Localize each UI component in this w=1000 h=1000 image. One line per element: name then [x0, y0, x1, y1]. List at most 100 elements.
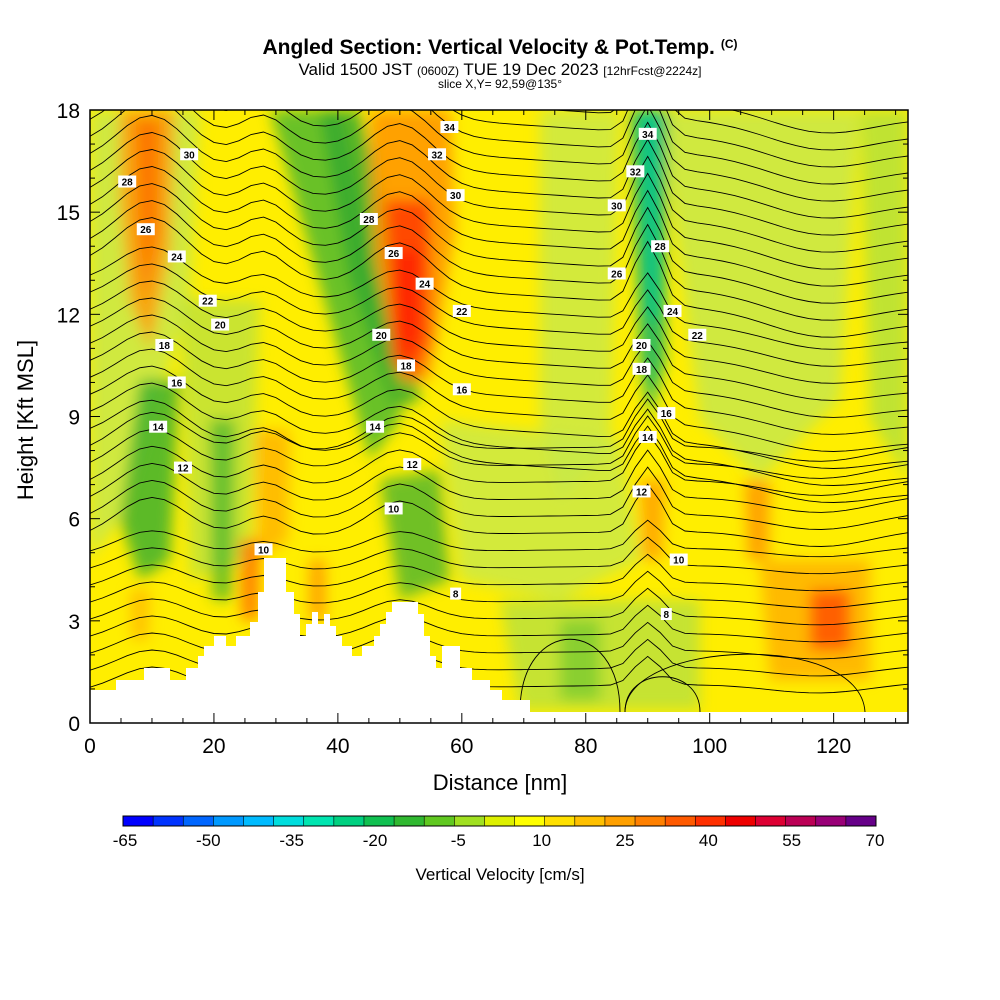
- contour-label-text: 24: [171, 252, 183, 263]
- contour-label-text: 22: [456, 307, 468, 318]
- colorbar-swatch: [484, 816, 516, 826]
- theta-contour: [90, 280, 908, 384]
- theta-contour: [90, 365, 908, 469]
- contour-label: 26: [136, 223, 155, 236]
- theta-contour: [90, 246, 908, 350]
- contour-label-bg: [632, 362, 651, 375]
- contour-label: 14: [638, 430, 657, 444]
- contour-label-text: 18: [400, 361, 412, 372]
- colorbar-swatch: [665, 816, 696, 826]
- colorbar-tick-label: -50: [196, 831, 221, 850]
- theta-contour: [90, 166, 908, 287]
- contour-label: 8: [660, 608, 672, 621]
- theta-contour: [90, 536, 908, 575]
- theta-contour: [90, 432, 908, 496]
- contour-label-text: 18: [159, 341, 171, 352]
- theta-contour: [90, 314, 908, 418]
- valid-prefix: Valid 1500 JST: [298, 60, 413, 79]
- contour-label-text: 30: [184, 150, 196, 161]
- theta-contour: [90, 263, 908, 367]
- contour-label: 26: [607, 267, 626, 280]
- contour-label: 22: [688, 328, 707, 342]
- contour-label-text: 22: [202, 297, 214, 308]
- contour-label: 30: [180, 148, 199, 161]
- colorbar-swatch: [424, 816, 455, 826]
- contour-label-text: 20: [636, 341, 648, 352]
- theta-contour: [90, 348, 908, 452]
- contour-label-text: 34: [444, 123, 456, 134]
- contour-label-text: 16: [661, 409, 673, 420]
- valid-utc: (0600Z): [416, 64, 459, 78]
- theta-contour: [547, 110, 908, 151]
- contour-label-text: 16: [456, 385, 468, 396]
- contour-label-bg: [366, 420, 385, 433]
- colorbar-swatch: [845, 816, 877, 826]
- theta-contour: [90, 110, 908, 219]
- contour-label-bg: [397, 359, 416, 372]
- contour-label: 12: [403, 458, 422, 471]
- theta-contour: [90, 114, 908, 236]
- colorbar-swatch: [454, 816, 485, 826]
- contour-label-text: 12: [177, 464, 189, 475]
- theta-contour: [90, 149, 908, 270]
- contour-label-bg: [663, 304, 682, 317]
- theta-contour: [730, 110, 908, 134]
- colorbar-tick-label: 25: [616, 831, 635, 850]
- colorbar-tick-label: 70: [866, 831, 885, 850]
- colorbar-swatch: [755, 816, 787, 826]
- colorbar-tick-label: 40: [699, 831, 718, 850]
- y-tick-label: 0: [68, 713, 80, 736]
- colorbar-swatch: [213, 816, 244, 826]
- contour-label: 28: [359, 212, 378, 226]
- contour-label-bg: [452, 304, 471, 317]
- contour-label-bg: [167, 376, 186, 389]
- colorbar-swatch: [514, 816, 546, 826]
- contour-label: 34: [638, 127, 657, 141]
- colorbar-swatch: [725, 816, 757, 826]
- contour-label: 34: [440, 121, 459, 134]
- axes: 0 20 40 60 80 100 120 0 3 6 9 12 15 18: [57, 100, 908, 758]
- contour-label: 16: [657, 407, 676, 420]
- forecast-info: [12hrFcst@2224z]: [603, 64, 702, 78]
- contour-label-bg: [607, 199, 626, 212]
- chart-title: Angled Section: Vertical Velocity & Pot.…: [0, 36, 1000, 60]
- y-tick-label: 12: [57, 304, 80, 327]
- y-tick-label: 3: [68, 611, 80, 634]
- contour-label-bg: [452, 383, 471, 396]
- contour-label: 18: [397, 359, 416, 372]
- contour-label-text: 14: [642, 433, 654, 444]
- y-axis-label: Height [Kft MSL]: [13, 340, 38, 500]
- contour-label-text: 32: [431, 150, 443, 161]
- contour-label: 24: [415, 277, 434, 291]
- contour-label-bg: [415, 277, 434, 290]
- colorbar-swatch: [273, 816, 305, 826]
- contour-label-bg: [446, 189, 465, 202]
- contour-label-text: 24: [419, 280, 431, 291]
- title-mark: (C): [720, 37, 738, 51]
- contour-label: 8: [450, 587, 462, 601]
- contour-label-text: 10: [388, 504, 400, 515]
- colorbar-swatch: [635, 816, 666, 826]
- contour-label: 20: [372, 328, 391, 342]
- contour-label-bg: [638, 127, 657, 140]
- contour-label: 28: [651, 240, 670, 253]
- contour-label-text: 34: [642, 130, 654, 141]
- contour-label-bg: [155, 338, 174, 351]
- x-tick-label: 40: [326, 735, 349, 758]
- colorbar-swatch: [363, 816, 395, 826]
- contour-label-text: 10: [258, 545, 270, 556]
- chart-subtitle: Valid 1500 JST (0600Z) TUE 19 Dec 2023 […: [0, 60, 1000, 80]
- theta-contour: [90, 217, 908, 338]
- contour-label: 12: [173, 461, 192, 475]
- contour-label-bg: [669, 553, 688, 566]
- theta-contour: [90, 183, 908, 304]
- contour-label-bg: [440, 121, 459, 134]
- theta-contour: [451, 110, 908, 168]
- contour-label: 32: [626, 165, 645, 178]
- slice-info: slice X,Y= 92,59@135°: [437, 77, 563, 91]
- contour-label-text: 32: [630, 167, 642, 178]
- contour-label: 30: [607, 199, 626, 212]
- terrain: [90, 558, 908, 723]
- theta-contour: [90, 200, 908, 321]
